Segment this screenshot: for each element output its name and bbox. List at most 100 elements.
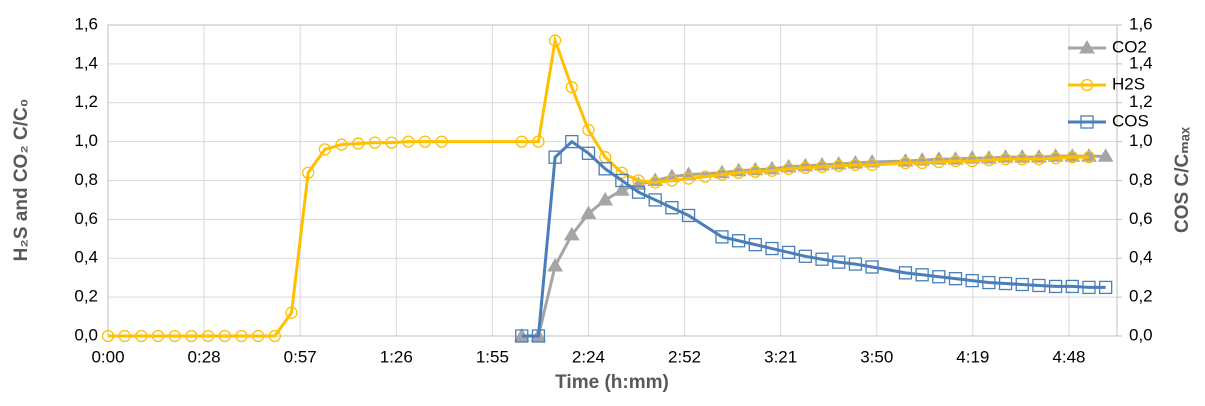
y2-tick-label: 0,0 (1129, 325, 1153, 344)
marker (849, 158, 862, 172)
marker (201, 329, 215, 343)
series-line (521, 139, 1106, 338)
marker (715, 168, 729, 181)
x-tick-label: 1:55 (476, 347, 509, 366)
marker (352, 137, 365, 150)
marker (235, 329, 248, 343)
marker (815, 160, 829, 174)
marker (185, 329, 198, 343)
marker (285, 306, 298, 319)
x-tick-label: 2:24 (572, 347, 605, 366)
x-tick-label: 4:19 (956, 347, 989, 366)
marker (515, 135, 528, 148)
y2-tick-label: 0,8 (1129, 170, 1153, 189)
marker (368, 136, 382, 149)
marker (798, 249, 813, 263)
x-tick-label: 0:28 (188, 347, 221, 366)
marker (915, 268, 929, 282)
marker (865, 260, 879, 274)
y-tick-label: 0,0 (74, 325, 98, 344)
marker (782, 245, 796, 260)
x-tick-label: 2:52 (668, 347, 701, 366)
y-tick-label: 1,6 (74, 14, 98, 33)
marker (532, 135, 545, 148)
marker (598, 162, 612, 176)
marker (966, 154, 979, 168)
marker (749, 165, 762, 178)
x-tick-label: 0:57 (284, 347, 317, 366)
marker (565, 81, 578, 94)
y-tick-label: 1,0 (74, 131, 98, 150)
marker (799, 161, 812, 175)
legend-marker (1080, 115, 1094, 129)
marker (548, 150, 562, 164)
marker (435, 135, 448, 148)
marker (101, 329, 115, 343)
marker (782, 162, 795, 175)
marker (563, 226, 580, 241)
legend-marker (1079, 40, 1095, 54)
marker (531, 329, 546, 343)
marker (1032, 278, 1046, 293)
legend-marker (1080, 78, 1094, 92)
y2-tick-label: 0,4 (1129, 248, 1153, 267)
marker (615, 166, 628, 179)
marker (982, 275, 996, 290)
marker (151, 329, 165, 343)
marker (998, 276, 1013, 291)
y-tick-label: 0,4 (74, 248, 98, 267)
marker (168, 329, 181, 343)
legend-label: H2S (1112, 74, 1145, 93)
marker (648, 193, 662, 207)
series-line (108, 34, 1089, 338)
x-tick-label: 3:50 (860, 347, 893, 366)
marker (932, 155, 945, 169)
marker (948, 272, 963, 286)
marker (1082, 151, 1096, 164)
marker (268, 329, 281, 343)
marker (682, 172, 695, 185)
marker (135, 329, 148, 343)
marker (1099, 280, 1113, 295)
marker (1032, 152, 1046, 166)
marker (949, 154, 962, 168)
x-tick-label: 0:00 (91, 347, 124, 366)
marker (613, 182, 630, 196)
series-line (521, 154, 1106, 338)
marker (815, 252, 829, 266)
marker (832, 159, 845, 173)
marker (1049, 151, 1062, 165)
plot-frame (107, 24, 1118, 337)
marker (385, 136, 398, 149)
marker (715, 230, 729, 244)
marker (565, 134, 579, 149)
marker (597, 191, 614, 206)
marker (631, 185, 646, 199)
legend-label: COS (1112, 111, 1149, 130)
marker (580, 205, 597, 220)
marker (999, 152, 1012, 166)
marker (681, 208, 696, 223)
marker (251, 329, 265, 343)
y-axis-title: H₂S and CO₂ C/C₀ (11, 99, 32, 262)
marker (915, 156, 929, 170)
y-tick-label: 1,2 (74, 92, 98, 111)
y2-tick-label: 0,2 (1129, 287, 1153, 306)
marker (965, 273, 979, 288)
marker (732, 166, 745, 179)
marker (1097, 148, 1114, 162)
marker (748, 237, 762, 252)
marker (118, 329, 131, 343)
marker (649, 176, 662, 189)
x-tick-label: 4:48 (1052, 347, 1085, 366)
marker (548, 34, 562, 47)
marker (765, 164, 779, 177)
marker (832, 255, 846, 269)
x-axis-title: Time (h:mm) (555, 372, 669, 393)
marker (1066, 151, 1079, 164)
marker (615, 173, 629, 188)
marker (1065, 279, 1079, 294)
marker (1082, 280, 1096, 295)
marker (898, 266, 913, 280)
y2-tick-label: 1,0 (1129, 131, 1153, 150)
